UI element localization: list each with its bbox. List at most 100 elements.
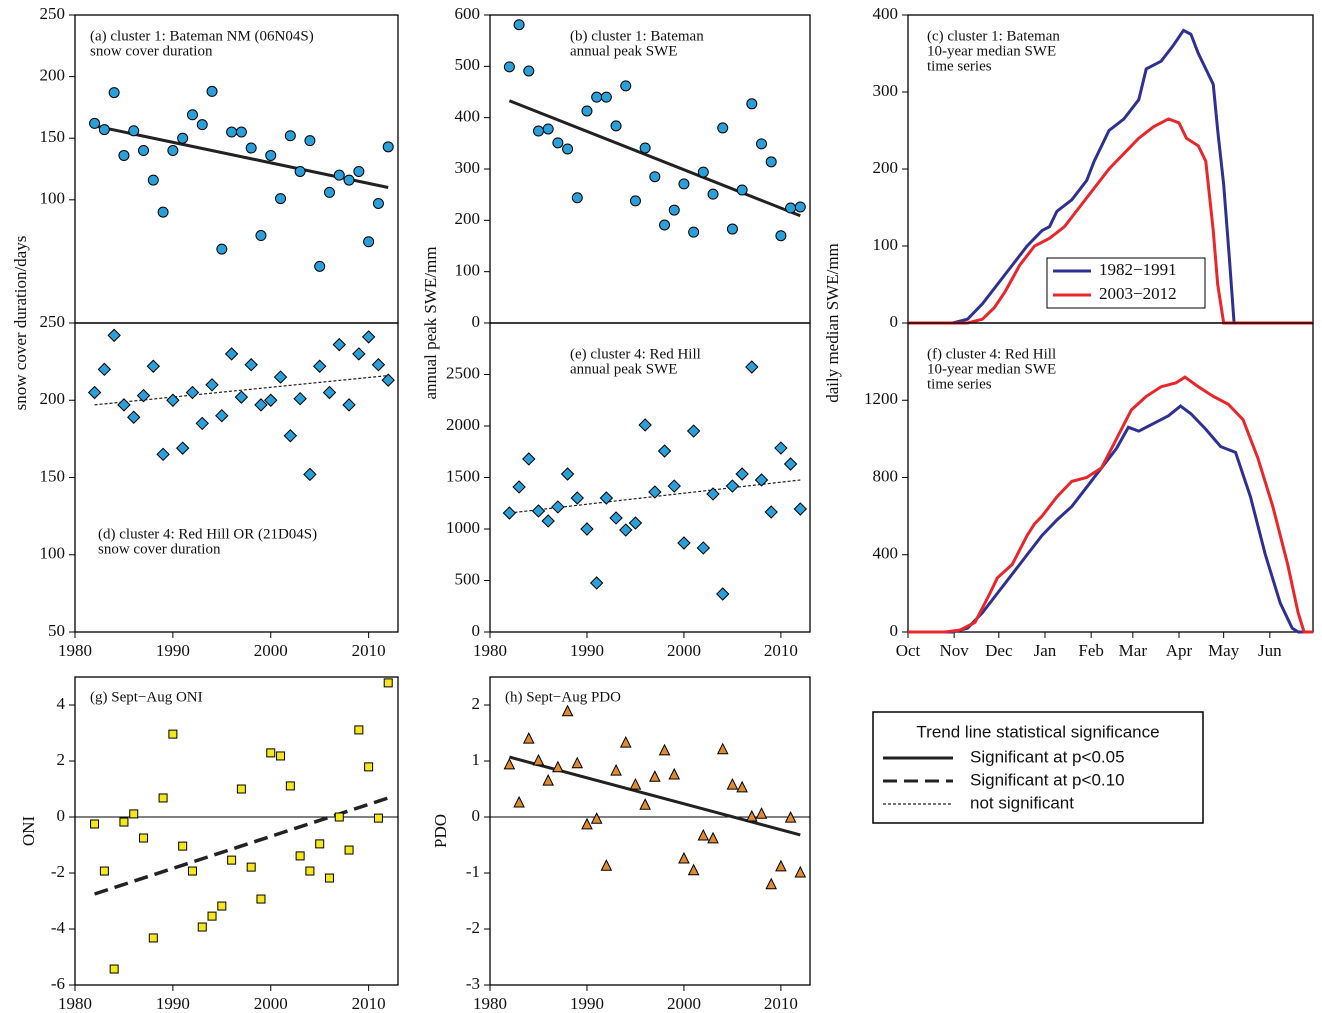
point xyxy=(716,742,729,755)
point xyxy=(344,845,354,855)
point xyxy=(677,536,691,550)
point xyxy=(244,358,258,372)
point xyxy=(619,735,632,748)
x-tick-label: Jun xyxy=(1258,641,1282,660)
panel-title: (a) cluster 1: Bateman NM (06N04S) xyxy=(90,28,314,44)
point xyxy=(628,516,643,530)
x-tick-label: 2000 xyxy=(254,994,288,1013)
point xyxy=(620,80,632,92)
point xyxy=(98,124,110,136)
y-tick-label: 100 xyxy=(873,235,899,254)
point xyxy=(678,178,690,190)
panel-title: (g) Sept−Aug ONI xyxy=(90,689,203,705)
point xyxy=(503,757,516,770)
point xyxy=(532,125,544,137)
y-tick-label: 300 xyxy=(455,158,481,177)
series-line xyxy=(908,375,1313,634)
point xyxy=(89,117,101,129)
panel-frame xyxy=(74,676,399,986)
point xyxy=(342,398,356,412)
point xyxy=(581,105,593,117)
panel-frame xyxy=(489,14,811,324)
x-tick-label: 1990 xyxy=(570,641,604,660)
point xyxy=(707,831,719,844)
y-tick-label: -3 xyxy=(466,974,480,993)
panel-subtitle: snow cover duration xyxy=(90,43,213,59)
panel-title: (f) cluster 4: Red Hill xyxy=(927,346,1056,362)
point xyxy=(513,19,525,31)
point xyxy=(502,506,517,520)
point xyxy=(571,756,584,769)
point xyxy=(107,328,121,343)
point xyxy=(638,418,652,432)
point xyxy=(716,587,730,601)
y-tick-label: 300 xyxy=(873,81,899,100)
point xyxy=(354,725,364,735)
point xyxy=(196,119,208,131)
point xyxy=(523,65,535,77)
point xyxy=(745,360,759,374)
panel-frame xyxy=(74,14,399,324)
point xyxy=(185,385,200,400)
point xyxy=(736,780,748,793)
x-tick-label: 1980 xyxy=(473,641,507,660)
x-tick-label: 1990 xyxy=(156,641,190,660)
point xyxy=(236,784,246,794)
point xyxy=(754,473,769,487)
point xyxy=(668,204,680,216)
point xyxy=(227,855,237,865)
y-tick-label: 0 xyxy=(472,806,481,825)
point xyxy=(562,143,574,155)
point xyxy=(746,809,758,822)
point xyxy=(97,362,112,377)
point xyxy=(128,125,140,137)
point xyxy=(648,485,662,499)
trend-legend-label: not significant xyxy=(970,793,1074,812)
point xyxy=(580,522,594,536)
point xyxy=(284,130,296,142)
point xyxy=(87,385,102,400)
point xyxy=(216,243,228,255)
point xyxy=(610,763,622,776)
trend-legend-title: Trend line statistical significance xyxy=(916,722,1159,741)
point xyxy=(195,416,209,431)
panel-title: (c) cluster 1: Bateman xyxy=(927,28,1060,44)
x-tick-label: 2010 xyxy=(352,994,386,1013)
panel-subtitle: 10-year median SWE xyxy=(927,43,1056,59)
point xyxy=(765,877,778,890)
point xyxy=(363,236,375,248)
trend-line xyxy=(509,755,801,837)
point xyxy=(136,388,151,403)
point xyxy=(522,452,536,466)
point xyxy=(531,504,546,518)
point xyxy=(697,828,710,841)
x-tick-label: 2010 xyxy=(764,994,798,1013)
point xyxy=(552,760,564,773)
point xyxy=(707,188,719,200)
y-tick-label: 2 xyxy=(57,750,66,769)
point xyxy=(256,894,266,904)
point xyxy=(639,798,651,810)
point xyxy=(610,120,622,132)
y-tick-label: 0 xyxy=(472,621,481,640)
point xyxy=(619,523,633,537)
point xyxy=(755,807,768,819)
y-tick-label: -6 xyxy=(51,974,65,993)
point xyxy=(371,358,386,372)
point xyxy=(794,201,806,213)
point xyxy=(265,149,277,161)
y-tick-label: 1 xyxy=(472,750,481,769)
point xyxy=(187,866,197,876)
y-tick-label: 100 xyxy=(40,189,66,208)
point xyxy=(226,126,238,138)
point xyxy=(561,704,574,717)
point xyxy=(147,174,159,186)
point xyxy=(254,398,268,412)
trend-legend-label: Significant at p<0.05 xyxy=(970,747,1125,766)
y-tick-label: 4 xyxy=(57,694,66,713)
point xyxy=(599,491,614,505)
point xyxy=(333,169,345,181)
y-tick-label: 400 xyxy=(455,107,481,126)
trend-legend-frame xyxy=(872,711,1204,824)
